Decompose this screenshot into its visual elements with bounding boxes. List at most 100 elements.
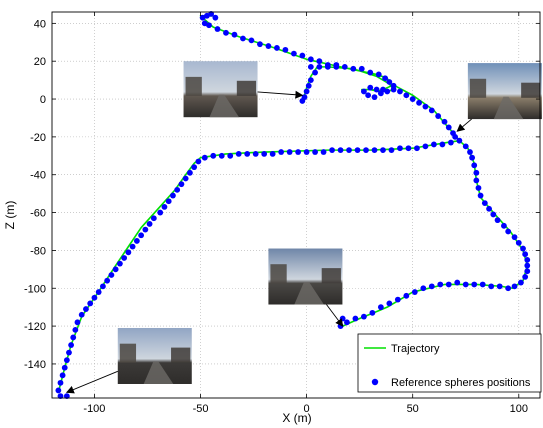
reference-sphere-point — [367, 69, 374, 76]
reference-sphere-point — [165, 198, 172, 205]
reference-sphere-point — [490, 211, 497, 218]
reference-sphere-point — [240, 35, 246, 42]
photo-road — [268, 248, 343, 305]
reference-sphere-point — [231, 31, 238, 38]
reference-sphere-point — [494, 217, 501, 224]
reference-sphere-point — [299, 52, 306, 59]
reference-sphere-point — [265, 43, 272, 49]
reference-sphere-point — [518, 279, 524, 286]
reference-sphere-point — [454, 279, 461, 286]
y-tick-label: -20 — [30, 132, 46, 144]
reference-sphere-point — [369, 309, 376, 316]
photo-building — [321, 268, 341, 284]
reference-sphere-point — [437, 281, 444, 288]
legend-label-trajectory: Trajectory — [391, 343, 440, 355]
reference-sphere-point — [409, 96, 416, 102]
photo-building — [236, 80, 257, 96]
reference-sphere-point — [339, 315, 346, 322]
reference-sphere-point — [307, 56, 314, 63]
reference-sphere-point — [360, 88, 367, 95]
reference-sphere-point — [282, 46, 289, 53]
tick-labels: -100 -50 0 50 100 40 20 0 -20 -40 -60 -80 -100 -120 -1… — [24, 18, 528, 415]
reference-sphere-point — [170, 192, 176, 199]
reference-sphere-point — [290, 50, 297, 57]
reference-sphere-point — [435, 113, 442, 119]
reference-sphere-point — [471, 162, 478, 169]
reference-sphere-point — [358, 65, 365, 72]
reference-sphere-point — [344, 319, 350, 326]
reference-sphere-point — [522, 274, 529, 280]
reference-sphere-point — [371, 94, 378, 101]
reference-sphere-point — [445, 281, 452, 288]
reference-sphere-point — [447, 139, 454, 146]
y-tick-label: -60 — [30, 208, 46, 220]
reference-sphere-point — [382, 75, 389, 82]
reference-sphere-point — [469, 154, 476, 161]
reference-sphere-point — [354, 147, 361, 154]
reference-sphere-point — [524, 262, 531, 269]
reference-sphere-point — [473, 177, 480, 184]
reference-sphere-point — [333, 62, 340, 68]
legend-box — [357, 333, 542, 393]
photo-building — [521, 82, 541, 98]
reference-sphere-point — [235, 151, 242, 157]
reference-sphere-point — [116, 260, 123, 267]
trajectory-segment — [342, 140, 529, 327]
reference-sphere-point — [422, 103, 429, 110]
photo-building — [119, 343, 137, 363]
reference-sphere-point — [475, 185, 482, 191]
reference-sphere-point — [477, 192, 484, 199]
reference-sphere-point — [380, 147, 386, 154]
reference-sphere-point — [307, 63, 314, 70]
reference-sphere-point — [248, 37, 255, 44]
reference-sphere-point — [95, 289, 102, 295]
reference-sphere-point — [305, 82, 312, 89]
x-tick-label: 50 — [407, 403, 419, 415]
reference-sphere-point — [324, 63, 331, 70]
legend-label-spheres: Reference spheres positions — [391, 377, 531, 389]
reference-sphere-point — [496, 283, 503, 290]
photo-arrow — [326, 304, 344, 327]
reference-sphere-point — [511, 234, 518, 241]
reference-sphere-point — [462, 281, 469, 288]
reference-sphere-point — [121, 255, 128, 261]
photo-parking — [117, 327, 192, 384]
reference-sphere-point — [367, 84, 374, 91]
reference-sphere-point — [195, 158, 202, 165]
reference-sphere-point — [78, 311, 85, 318]
reference-sphere-point — [501, 222, 507, 229]
y-tick-label: 0 — [40, 94, 46, 106]
reference-sphere-point — [59, 372, 66, 379]
reference-sphere-point — [416, 99, 422, 106]
reference-sphere-point — [150, 215, 157, 222]
reference-sphere-point — [201, 154, 208, 161]
reference-sphere-point — [261, 151, 268, 157]
reference-sphere-point — [371, 147, 378, 154]
reference-sphere-point — [312, 69, 318, 76]
legend: Trajectory Reference spheres positions — [357, 333, 542, 393]
reference-sphere-point — [161, 203, 168, 210]
y-tick-label: -80 — [30, 245, 46, 257]
reference-sphere-point — [257, 41, 263, 48]
photo-building — [171, 347, 191, 363]
reference-sphere-point — [178, 181, 185, 188]
reference-sphere-point — [414, 145, 420, 152]
photo-road — [143, 361, 174, 384]
photo-street-1 — [183, 61, 258, 118]
reference-sphere-point — [515, 239, 522, 246]
reference-sphere-point — [61, 364, 68, 371]
reference-spheres — [55, 10, 531, 400]
reference-sphere-point — [212, 14, 219, 21]
reference-sphere-point — [431, 141, 437, 148]
reference-sphere-point — [481, 200, 488, 207]
photo-building — [270, 264, 287, 284]
reference-sphere-point — [74, 319, 81, 326]
reference-sphere-point — [411, 289, 418, 295]
reference-sphere-point — [524, 256, 531, 263]
reference-sphere-point — [428, 283, 435, 290]
photo-road — [209, 94, 240, 118]
reference-sphere-point — [91, 294, 98, 301]
reference-sphere-point — [227, 152, 234, 159]
reference-sphere-point — [57, 379, 64, 386]
reference-sphere-point — [445, 124, 452, 131]
